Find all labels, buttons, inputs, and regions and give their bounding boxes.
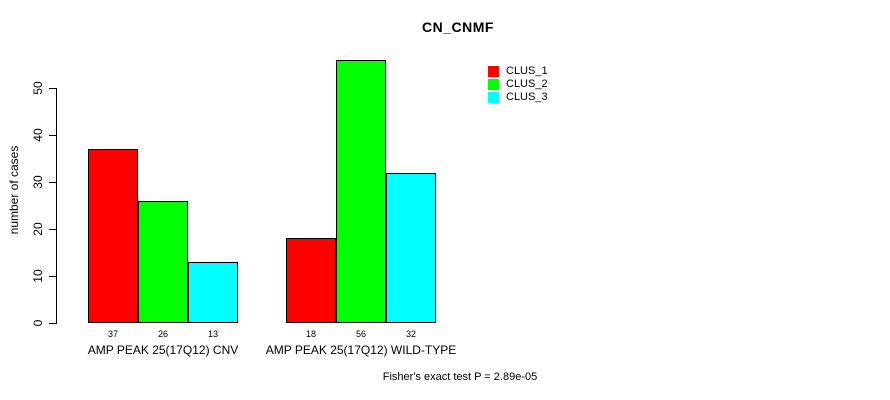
bar-group1-clus_3 [188,262,238,323]
y-axis-tick-label: 30 [31,175,45,189]
bar-value-label: 13 [207,329,218,339]
y-axis-tick-label: 40 [31,128,45,142]
y-axis-tick [49,323,56,324]
legend-row: CLUS_3 [488,91,548,104]
legend-label: CLUS_2 [506,78,548,90]
legend-row: CLUS_2 [488,78,548,91]
y-axis-tick [49,88,56,89]
bar-value-label: 37 [107,329,118,339]
y-axis-tick [49,135,56,136]
bar-value-label: 26 [157,329,168,339]
y-axis-tick-label: 50 [31,81,45,95]
bar-value-label: 56 [355,329,366,339]
legend-swatch-clus_3 [488,92,499,103]
bar-group2-clus_3 [386,173,436,323]
y-axis-tick-label: 10 [31,269,45,283]
bar-value-label: 32 [405,329,416,339]
bar-value-label: 18 [305,329,316,339]
bar-group2-clus_2 [336,60,386,323]
bar-group1-clus_2 [138,201,188,323]
legend: CLUS_1 CLUS_2 CLUS_3 [488,65,548,104]
legend-swatch-clus_1 [488,66,499,77]
y-axis-line [56,88,57,324]
x-axis-group-label: AMP PEAK 25(17Q12) WILD-TYPE [265,343,457,357]
y-axis-tick [49,276,56,277]
y-axis-tick-label: 20 [31,222,45,236]
legend-label: CLUS_1 [506,65,548,77]
y-axis-label: number of cases [7,145,21,235]
legend-row: CLUS_1 [488,65,548,78]
chart-title: CN_CNMF [422,19,494,35]
y-axis-tick [49,229,56,230]
legend-swatch-clus_2 [488,79,499,90]
bar-group2-clus_1 [286,238,336,323]
y-axis-tick-label: 0 [31,319,45,327]
bar-group1-clus_1 [88,149,138,323]
x-axis-group-label: AMP PEAK 25(17Q12) CNV [87,343,239,357]
footnote: Fisher's exact test P = 2.89e-05 [382,371,538,383]
y-axis-tick [49,182,56,183]
legend-label: CLUS_3 [506,91,548,103]
